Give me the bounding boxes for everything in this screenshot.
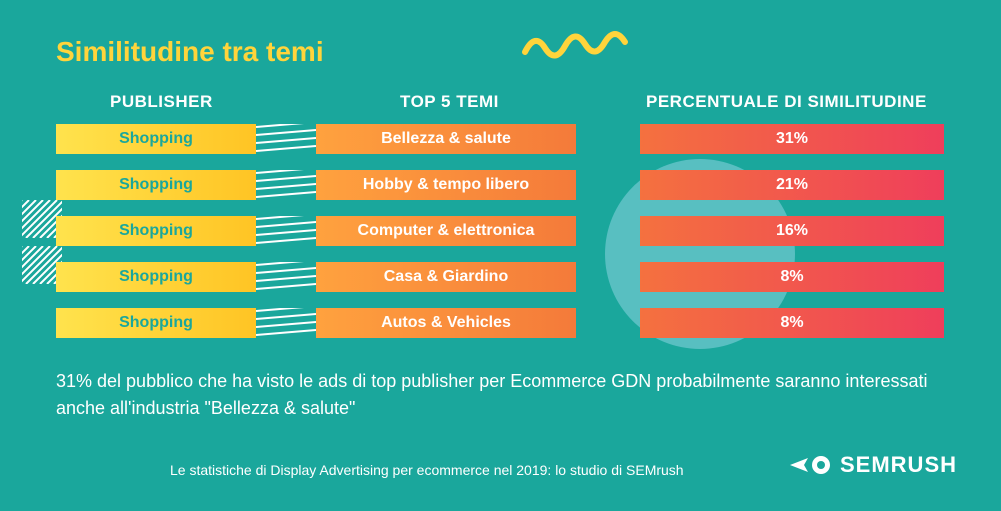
fireball-icon <box>790 454 832 476</box>
pct-cell: 8% <box>640 262 944 292</box>
logo-text: SEMRUSH <box>840 452 957 478</box>
theme-cell: Bellezza & salute <box>316 124 576 154</box>
col-head-pct: PERCENTUALE DI SIMILITUDINE <box>646 92 927 112</box>
pct-cell: 16% <box>640 216 944 246</box>
col-head-publisher: PUBLISHER <box>110 92 213 112</box>
semrush-logo: SEMRUSH <box>790 452 957 478</box>
squiggle-accent <box>520 24 640 64</box>
publisher-cell: Shopping <box>56 308 256 338</box>
theme-cell: Casa & Giardino <box>316 262 576 292</box>
connector-lines <box>256 308 316 338</box>
connector-lines <box>256 170 316 200</box>
theme-cell: Computer & elettronica <box>316 216 576 246</box>
theme-cell: Hobby & tempo libero <box>316 170 576 200</box>
col-head-theme: TOP 5 TEMI <box>400 92 499 112</box>
footer-text: Le statistiche di Display Advertising pe… <box>170 462 684 478</box>
publisher-cell: Shopping <box>56 216 256 246</box>
publisher-cell: Shopping <box>56 262 256 292</box>
caption-text: 31% del pubblico che ha visto le ads di … <box>56 368 936 422</box>
connector-lines <box>256 216 316 246</box>
connector-lines <box>256 262 316 292</box>
pct-cell: 8% <box>640 308 944 338</box>
publisher-cell: Shopping <box>56 170 256 200</box>
pct-cell: 31% <box>640 124 944 154</box>
theme-cell: Autos & Vehicles <box>316 308 576 338</box>
pct-cell: 21% <box>640 170 944 200</box>
connector-lines <box>256 124 316 154</box>
page-title: Similitudine tra temi <box>56 36 324 68</box>
publisher-cell: Shopping <box>56 124 256 154</box>
